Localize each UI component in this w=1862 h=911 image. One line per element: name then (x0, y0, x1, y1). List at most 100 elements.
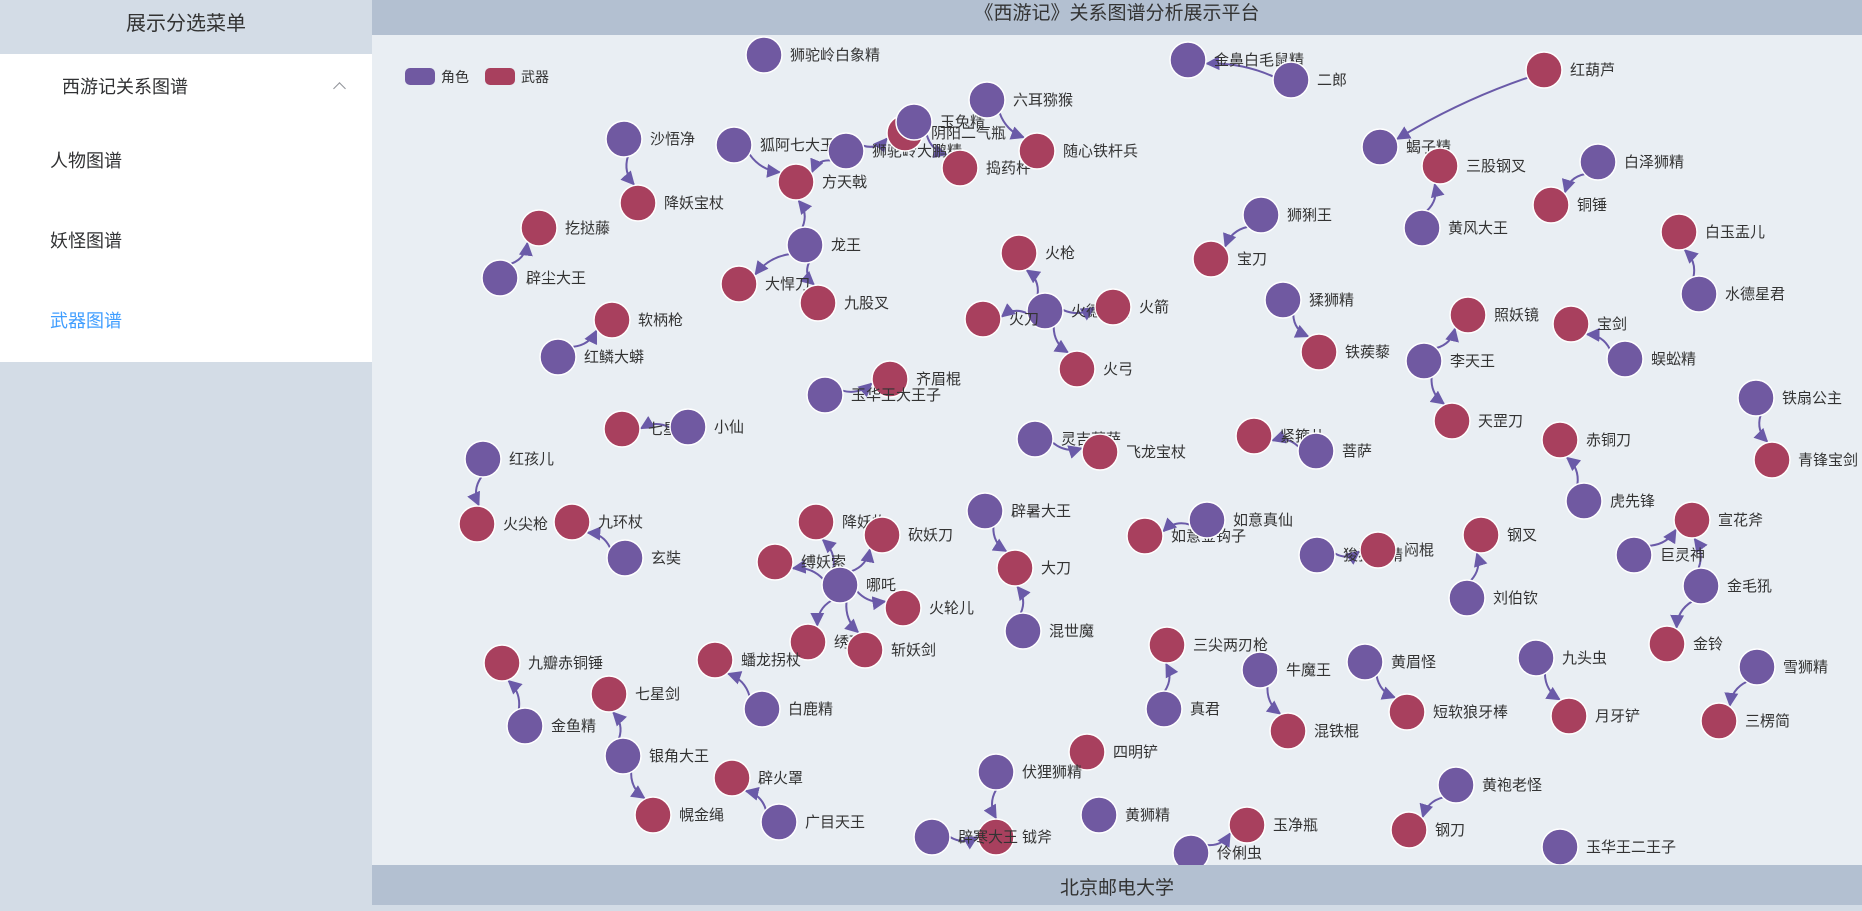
node-circle[interactable] (1541, 421, 1579, 459)
node-circle[interactable] (964, 300, 1002, 338)
graph-node-role[interactable]: 红鳞大蟒 (539, 338, 644, 376)
node-circle[interactable] (1242, 196, 1280, 234)
node-circle[interactable] (713, 759, 751, 797)
node-circle[interactable] (1680, 275, 1718, 313)
legend-swatch[interactable] (485, 68, 515, 85)
node-circle[interactable] (506, 707, 544, 745)
graph-node-role[interactable]: 九头虫 (1517, 639, 1607, 677)
graph-node-role[interactable]: 白鹿精 (743, 690, 833, 728)
graph-node-weapon[interactable]: 三楞简 (1700, 702, 1790, 740)
node-circle[interactable] (603, 410, 641, 448)
node-circle[interactable] (634, 796, 672, 834)
node-circle[interactable] (1648, 625, 1686, 663)
graph-container[interactable]: 狮驼岭白象精 金鼻白毛鼠精 二郎 红葫芦 沙悟净 降妖宝杖 狐阿七大王 狮驼岭大鹏精 阴阳二气瓶… (372, 35, 1862, 865)
node-circle[interactable] (720, 265, 758, 303)
graph-node-role[interactable]: 玉兔精 (895, 103, 985, 141)
node-circle[interactable] (1448, 579, 1486, 617)
node-circle[interactable] (606, 539, 644, 577)
graph-node-weapon[interactable]: 砍妖刀 (863, 516, 953, 554)
node-circle[interactable] (1145, 690, 1183, 728)
node-circle[interactable] (1272, 61, 1310, 99)
graph-node-weapon[interactable]: 钢叉 (1462, 516, 1537, 554)
menu-item-character-graph[interactable]: 人物图谱 (50, 151, 122, 172)
graph-node-role[interactable]: 黄风大王 (1403, 209, 1508, 247)
node-circle[interactable] (1228, 806, 1266, 844)
graph-node-weapon[interactable]: 九瓣赤铜锤 (483, 644, 603, 682)
node-circle[interactable] (1532, 186, 1570, 224)
node-circle[interactable] (1615, 536, 1653, 574)
graph-node-role[interactable]: 白泽狮精 (1579, 143, 1684, 181)
graph-node-weapon[interactable]: 齐眉棍 (871, 360, 961, 398)
graph-node-role[interactable]: 黄眉怪 (1346, 643, 1436, 681)
graph-node-weapon[interactable]: 捣药杵 (941, 149, 1031, 187)
node-circle[interactable] (977, 753, 1015, 791)
node-circle[interactable] (1016, 420, 1054, 458)
graph-node-weapon[interactable]: 钢刀 (1390, 811, 1465, 849)
node-circle[interactable] (806, 376, 844, 414)
node-circle[interactable] (1346, 643, 1384, 681)
node-circle[interactable] (1405, 342, 1443, 380)
graph-node-role[interactable]: 刘伯钦 (1448, 579, 1538, 617)
graph-node-weapon[interactable]: 赤铜刀 (1541, 421, 1631, 459)
graph-node-weapon[interactable]: 短软狼牙棒 (1388, 693, 1508, 731)
node-circle[interactable] (553, 503, 591, 541)
graph-node-weapon[interactable]: 三尖两刃枪 (1148, 626, 1268, 664)
graph-node-weapon[interactable]: 红葫芦 (1525, 51, 1615, 89)
node-circle[interactable] (1433, 402, 1471, 440)
graph-node-weapon[interactable]: 白玉盂儿 (1660, 213, 1765, 251)
node-circle[interactable] (1298, 536, 1336, 574)
node-circle[interactable] (1525, 51, 1563, 89)
node-circle[interactable] (1148, 626, 1186, 664)
node-circle[interactable] (777, 163, 815, 201)
node-circle[interactable] (797, 503, 835, 541)
node-circle[interactable] (846, 631, 884, 669)
node-circle[interactable] (1192, 240, 1230, 278)
graph-node-weapon[interactable]: 火箭 (1094, 288, 1169, 326)
node-circle[interactable] (1126, 517, 1164, 555)
node-circle[interactable] (1449, 296, 1487, 334)
node-circle[interactable] (1738, 648, 1776, 686)
node-circle[interactable] (1390, 811, 1428, 849)
graph-node-weapon[interactable]: 飞龙宝杖 (1081, 433, 1186, 471)
graph-node-weapon[interactable]: 降妖宝杖 (619, 184, 724, 222)
graph-node-role[interactable]: 玉华王大王子 (806, 376, 941, 414)
node-circle[interactable] (483, 644, 521, 682)
node-circle[interactable] (539, 338, 577, 376)
node-circle[interactable] (941, 149, 979, 187)
node-circle[interactable] (1700, 702, 1738, 740)
graph-node-weapon[interactable]: 九股叉 (799, 284, 889, 322)
graph-node-role[interactable]: 狮猁王 (1242, 196, 1332, 234)
node-circle[interactable] (1737, 379, 1775, 417)
graph-node-weapon[interactable]: 照妖镜 (1449, 296, 1539, 334)
node-circle[interactable] (1673, 501, 1711, 539)
node-circle[interactable] (1437, 766, 1475, 804)
node-circle[interactable] (1235, 417, 1273, 455)
menu-item-weapon-graph[interactable]: 武器图谱 (50, 311, 122, 332)
node-circle[interactable] (1541, 828, 1579, 865)
graph-node-weapon[interactable]: 蟠龙拐杖 (696, 641, 801, 679)
node-circle[interactable] (1094, 288, 1132, 326)
node-circle[interactable] (1300, 333, 1338, 371)
graph-node-weapon[interactable]: 幌金绳 (634, 796, 724, 834)
graph-node-weapon[interactable]: 软柄枪 (593, 301, 683, 339)
node-circle[interactable] (605, 120, 643, 158)
node-circle[interactable] (1753, 441, 1791, 479)
node-circle[interactable] (884, 589, 922, 627)
node-circle[interactable] (590, 675, 628, 713)
graph-node-role[interactable]: 虎先锋 (1565, 482, 1655, 520)
graph-node-role[interactable]: 混世魔 (1004, 612, 1094, 650)
graph-node-weapon[interactable]: 铁蒺藜 (1300, 333, 1390, 371)
node-circle[interactable] (968, 81, 1006, 119)
graph-node-role[interactable]: 伶俐虫 (1172, 834, 1262, 865)
graph-node-role[interactable]: 牛魔王 (1241, 651, 1331, 689)
graph-node-role[interactable]: 龙王 (786, 226, 861, 264)
node-circle[interactable] (863, 516, 901, 554)
node-circle[interactable] (827, 132, 865, 170)
graph-node-role[interactable]: 小仙 (669, 408, 744, 446)
graph-node-weapon[interactable]: 随心铁杆兵 (1018, 132, 1138, 170)
node-circle[interactable] (1188, 501, 1226, 539)
graph-node-weapon[interactable]: 七星剑 (590, 675, 680, 713)
node-circle[interactable] (1361, 128, 1399, 166)
graph-node-weapon[interactable]: 扢挞藤 (520, 209, 610, 247)
graph-node-weapon[interactable]: 闷棍 (1359, 531, 1434, 569)
